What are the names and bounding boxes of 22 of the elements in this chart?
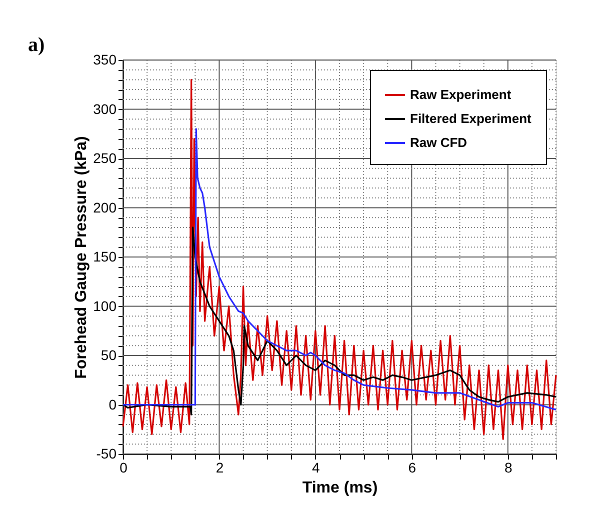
y-tick-label: 100 [93,298,117,314]
text: a) [28,34,45,56]
x-tick-label: 2 [216,460,224,476]
y-axis-title: Forehead Gauge Pressure (kPa) [73,136,90,379]
x-axis-title: Time (ms) [302,480,378,496]
legend-label: Raw Experiment [410,87,512,102]
line-series [122,128,557,410]
x-tick-label: 0 [120,460,128,476]
y-tick-label: -50 [96,446,117,462]
line-series [122,78,557,440]
y-tick-label: 250 [93,150,117,166]
x-tick-label: 6 [408,460,416,476]
y-tick-label: 150 [93,248,117,264]
y-tick-label: 200 [93,199,117,216]
x-tick-label: 4 [312,460,320,476]
legend-label: Filtered Experiment [410,111,532,126]
y-tick-label: 300 [93,100,117,117]
y-tick-label: 0 [108,396,117,412]
y-tick-label: 350 [93,52,117,68]
legend-label: Raw CFD [410,135,468,150]
x-tick-label: 8 [504,460,512,476]
y-tick-label: 50 [100,347,117,363]
